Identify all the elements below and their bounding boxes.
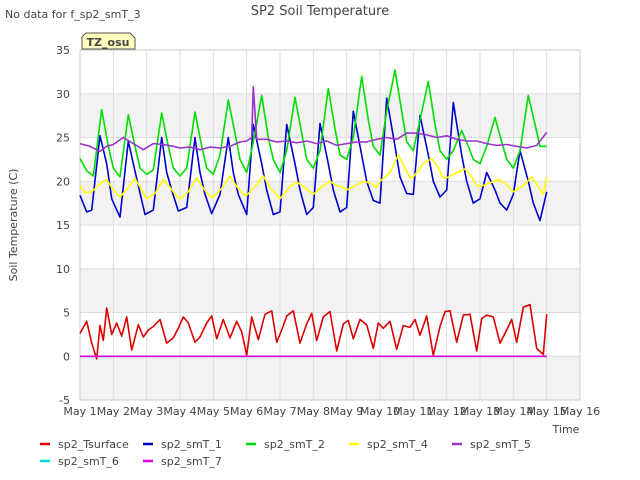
plot-frame (79, 49, 581, 401)
background-band (80, 181, 580, 225)
y-tick-label: 35 (56, 44, 70, 57)
x-tick-label: May 12 (427, 405, 467, 418)
y-tick-label: 10 (56, 263, 70, 276)
legend-label: sp2_Tsurface (58, 438, 129, 451)
chart-title: SP2 Soil Temperature (251, 4, 389, 19)
x-tick-label: May 7 (263, 405, 296, 418)
y-tick-label: 0 (63, 350, 70, 363)
background-bands (80, 93, 580, 400)
y-tick-label: 15 (56, 219, 70, 232)
x-tick-label: May 16 (560, 405, 600, 418)
legend-label: sp2_smT_4 (367, 438, 428, 451)
x-tick-label: May 3 (130, 405, 163, 418)
y-tick-label: 25 (56, 132, 70, 145)
x-tick-label: May 15 (527, 405, 567, 418)
series-lines (79, 69, 548, 360)
y-axis-label: Soil Temperature (C) (7, 169, 20, 282)
x-tick-label: May 13 (460, 405, 500, 418)
legend-label: sp2_smT_5 (470, 438, 531, 451)
series-line-sp2_smT_1 (79, 97, 548, 222)
tz-badge-label: TZ_osu (87, 36, 130, 49)
legend-item-sp2_smT_1: sp2_smT_1 (143, 438, 222, 451)
legend-item-sp2_Tsurface: sp2_Tsurface (40, 438, 129, 451)
x-tick-label: May 9 (330, 405, 363, 418)
y-tick-label: -5 (59, 394, 70, 407)
y-axis-ticks: -5 0 5 10 15 20 25 30 35 (56, 44, 70, 407)
legend-item-sp2_smT_6: sp2_smT_6 (40, 455, 119, 468)
y-tick-label: 20 (56, 175, 70, 188)
x-tick-label: May 14 (493, 405, 533, 418)
legend: sp2_Tsurface sp2_smT_1 sp2_smT_2 sp2_smT_4 s… (40, 438, 531, 468)
legend-item-sp2_smT_4: sp2_smT_4 (349, 438, 428, 451)
y-tick-label: 5 (63, 307, 70, 320)
y-tick-label: 30 (56, 88, 70, 101)
x-tick-label: May 6 (230, 405, 263, 418)
x-axis-label: Time (552, 423, 580, 436)
legend-item-sp2_smT_7: sp2_smT_7 (143, 455, 222, 468)
x-tick-label: May 11 (393, 405, 433, 418)
no-data-note: No data for f_sp2_smT_3 (5, 8, 141, 21)
background-band (80, 268, 580, 313)
x-tick-label: May 10 (360, 405, 400, 418)
tz-badge: TZ_osu (81, 32, 136, 50)
x-tick-label: May 1 (63, 405, 96, 418)
series-line-sp2_smT_5 (79, 86, 548, 153)
legend-item-sp2_smT_5: sp2_smT_5 (452, 438, 531, 451)
legend-item-sp2_smT_2: sp2_smT_2 (246, 438, 325, 451)
background-band (80, 356, 580, 400)
legend-label: sp2_smT_7 (161, 455, 222, 468)
legend-label: sp2_smT_1 (161, 438, 222, 451)
series-line-sp2_smT_2 (79, 69, 547, 178)
series-line-sp2_smT_4 (79, 154, 548, 200)
legend-label: sp2_smT_6 (58, 455, 119, 468)
x-tick-label: May 5 (197, 405, 230, 418)
x-tick-label: May 8 (297, 405, 330, 418)
legend-label: sp2_smT_2 (264, 438, 325, 451)
x-tick-label: May 2 (97, 405, 130, 418)
x-tick-label: May 4 (163, 405, 196, 418)
x-axis-ticks: May 1 May 2 May 3 May 4 May 5 May 6 May 7 May 8… (63, 405, 600, 418)
series-line-sp2_Tsurface (79, 303, 548, 360)
